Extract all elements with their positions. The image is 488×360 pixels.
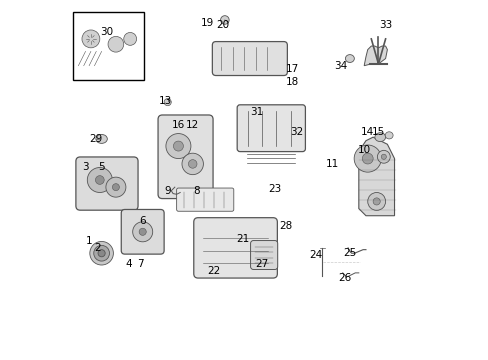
- Circle shape: [106, 177, 125, 197]
- Circle shape: [123, 32, 136, 45]
- FancyBboxPatch shape: [158, 115, 213, 199]
- Circle shape: [372, 198, 380, 205]
- Circle shape: [112, 184, 119, 191]
- Text: 7: 7: [137, 259, 144, 269]
- Text: 31: 31: [250, 107, 263, 117]
- Circle shape: [220, 16, 229, 24]
- Text: 16: 16: [171, 120, 184, 130]
- FancyBboxPatch shape: [212, 41, 287, 76]
- Circle shape: [108, 36, 123, 52]
- Polygon shape: [364, 46, 386, 66]
- Ellipse shape: [96, 134, 107, 143]
- Ellipse shape: [374, 133, 385, 141]
- Text: 9: 9: [164, 186, 171, 196]
- Text: 17: 17: [285, 64, 299, 74]
- Circle shape: [188, 159, 197, 168]
- Circle shape: [353, 145, 381, 172]
- Circle shape: [165, 134, 190, 158]
- Circle shape: [82, 30, 100, 48]
- Ellipse shape: [385, 132, 392, 139]
- FancyBboxPatch shape: [121, 210, 164, 254]
- Text: 25: 25: [343, 248, 356, 258]
- Circle shape: [377, 150, 389, 163]
- Text: 14: 14: [360, 127, 374, 137]
- Circle shape: [362, 153, 372, 164]
- Bar: [73, 12, 144, 80]
- Ellipse shape: [345, 55, 354, 63]
- Text: 2: 2: [95, 243, 101, 253]
- Circle shape: [132, 222, 152, 242]
- Text: 13: 13: [159, 96, 172, 107]
- Circle shape: [98, 249, 105, 257]
- Circle shape: [90, 242, 113, 265]
- Text: 20: 20: [216, 19, 229, 30]
- Circle shape: [95, 176, 104, 184]
- Text: 24: 24: [309, 250, 322, 260]
- Text: 33: 33: [378, 19, 391, 30]
- Text: 30: 30: [100, 27, 113, 37]
- Text: 3: 3: [82, 162, 89, 172]
- Text: 22: 22: [207, 266, 220, 276]
- Circle shape: [173, 141, 183, 151]
- Text: 4: 4: [125, 259, 131, 269]
- Text: 8: 8: [193, 186, 199, 196]
- Circle shape: [164, 99, 171, 106]
- Text: 21: 21: [236, 234, 249, 244]
- FancyBboxPatch shape: [250, 240, 277, 270]
- Text: 15: 15: [371, 127, 384, 137]
- Text: 11: 11: [325, 159, 338, 169]
- Circle shape: [94, 246, 109, 261]
- Circle shape: [367, 193, 385, 210]
- Text: 12: 12: [186, 120, 199, 130]
- Text: 34: 34: [334, 61, 347, 71]
- Text: 26: 26: [337, 273, 350, 283]
- Text: 6: 6: [139, 216, 146, 226]
- FancyBboxPatch shape: [237, 105, 305, 152]
- Text: 23: 23: [268, 184, 281, 194]
- Circle shape: [139, 228, 146, 235]
- Text: 32: 32: [289, 127, 302, 137]
- Circle shape: [87, 167, 112, 193]
- Text: 1: 1: [85, 236, 92, 246]
- FancyBboxPatch shape: [193, 218, 277, 278]
- Text: 28: 28: [278, 221, 292, 231]
- Circle shape: [381, 154, 386, 159]
- FancyBboxPatch shape: [76, 157, 138, 210]
- Polygon shape: [358, 137, 394, 216]
- Text: 10: 10: [357, 145, 370, 155]
- Text: 27: 27: [255, 259, 268, 269]
- Text: 19: 19: [200, 18, 213, 28]
- Circle shape: [182, 153, 203, 175]
- Text: 18: 18: [285, 77, 299, 87]
- FancyBboxPatch shape: [176, 188, 233, 211]
- Text: 5: 5: [98, 162, 105, 172]
- Text: 29: 29: [89, 134, 102, 144]
